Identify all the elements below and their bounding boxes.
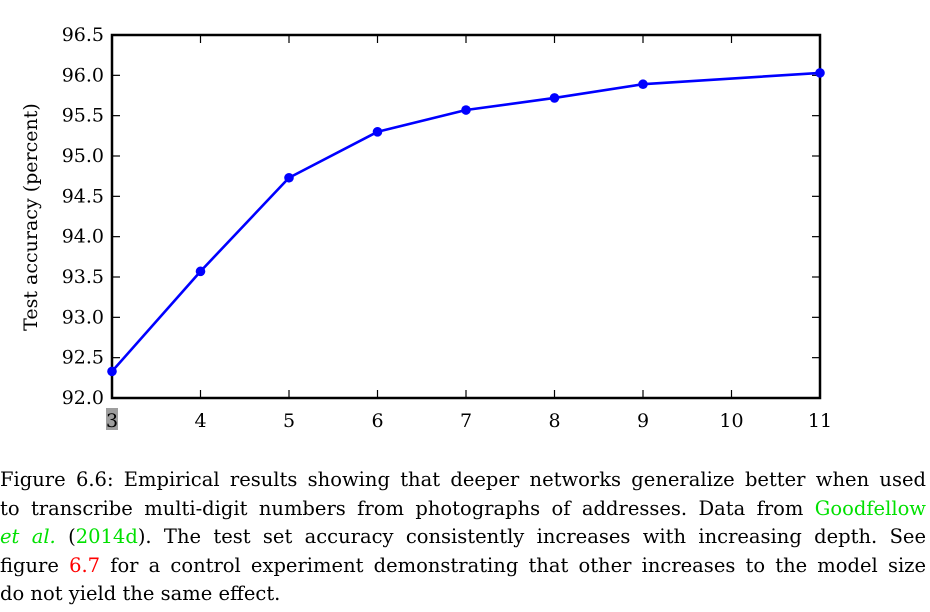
data-point	[638, 79, 648, 90]
series-group	[107, 68, 825, 377]
y-tick-label: 96.5	[62, 24, 104, 46]
caption-reference-link[interactable]: Goodfellow	[814, 496, 926, 520]
data-point	[549, 93, 560, 103]
plot-area	[110, 33, 822, 400]
y-axis: 92.0 92.5 93.0 93.5 94.0 94.5 95.0 95.5 96.0 96.5	[62, 24, 820, 409]
y-tick-label: 94.5	[62, 185, 104, 207]
caption-text: do not yield the same effect.	[0, 582, 281, 605]
x-tick-label: 9	[637, 410, 649, 432]
caption-text: to transcribe multi-digit numbers from p…	[0, 496, 815, 520]
caption-line: Figure 6.6: Empirical results showing th…	[0, 466, 926, 495]
x-tick-label: 11	[808, 410, 832, 432]
x-tick-label: 3	[106, 410, 118, 432]
depth-accuracy-chart: 92.0 92.5 93.0 93.5 94.0 94.5 95.0 95.5 96.0 96.5…	[20, 24, 832, 432]
caption-line: do not yield the same effect.	[0, 580, 926, 609]
x-tick-label: 6	[371, 410, 383, 432]
y-tick-label: 93.0	[62, 306, 104, 328]
x-tick-highlight	[106, 408, 118, 430]
caption-reference-link[interactable]: 6.7	[69, 553, 101, 577]
x-tick-label: 4	[194, 410, 206, 432]
y-tick-label: 92.0	[62, 387, 104, 409]
caption-line: et al. (2014d). The test set accuracy co…	[0, 523, 926, 552]
caption-text: for a control experiment demonstrating t…	[100, 553, 927, 577]
y-tick-label: 93.5	[62, 266, 104, 288]
y-axis-label: Test accuracy (percent)	[20, 103, 42, 331]
caption-text: (	[55, 525, 76, 548]
data-point	[284, 172, 294, 183]
figure-caption: Figure 6.6: Empirical results showing th…	[0, 466, 926, 609]
caption-reference-link[interactable]: et al.	[0, 525, 56, 548]
caption-text: Figure 6.6: Empirical results showing th…	[0, 468, 926, 491]
x-axis: 3 4 5 6 7 8 9 10 11	[106, 35, 832, 432]
y-tick-label: 95.0	[62, 145, 104, 167]
plot-frame	[110, 33, 822, 400]
caption-line: to transcribe multi-digit numbers from p…	[0, 495, 926, 524]
data-point	[461, 105, 471, 115]
x-tick-label: 8	[548, 410, 560, 432]
y-tick-label: 96.0	[62, 64, 104, 86]
x-tick-label: 5	[283, 410, 295, 432]
y-tick-label: 95.5	[62, 105, 104, 127]
caption-text: figure	[0, 553, 70, 577]
data-point	[107, 366, 117, 377]
caption-text: ). The test set accuracy consistently in…	[137, 525, 927, 548]
x-tick-label: 10	[719, 410, 743, 432]
data-point	[195, 266, 206, 277]
data-point	[372, 127, 383, 137]
caption-reference-link[interactable]: 2014d	[75, 525, 138, 548]
series-line	[111, 71, 821, 373]
y-tick-label: 94.0	[62, 226, 104, 248]
data-point	[815, 68, 825, 78]
y-tick-label: 92.5	[62, 347, 104, 369]
caption-line: figure 6.7 for a control experiment demo…	[0, 552, 926, 581]
x-tick-label: 7	[460, 410, 472, 432]
